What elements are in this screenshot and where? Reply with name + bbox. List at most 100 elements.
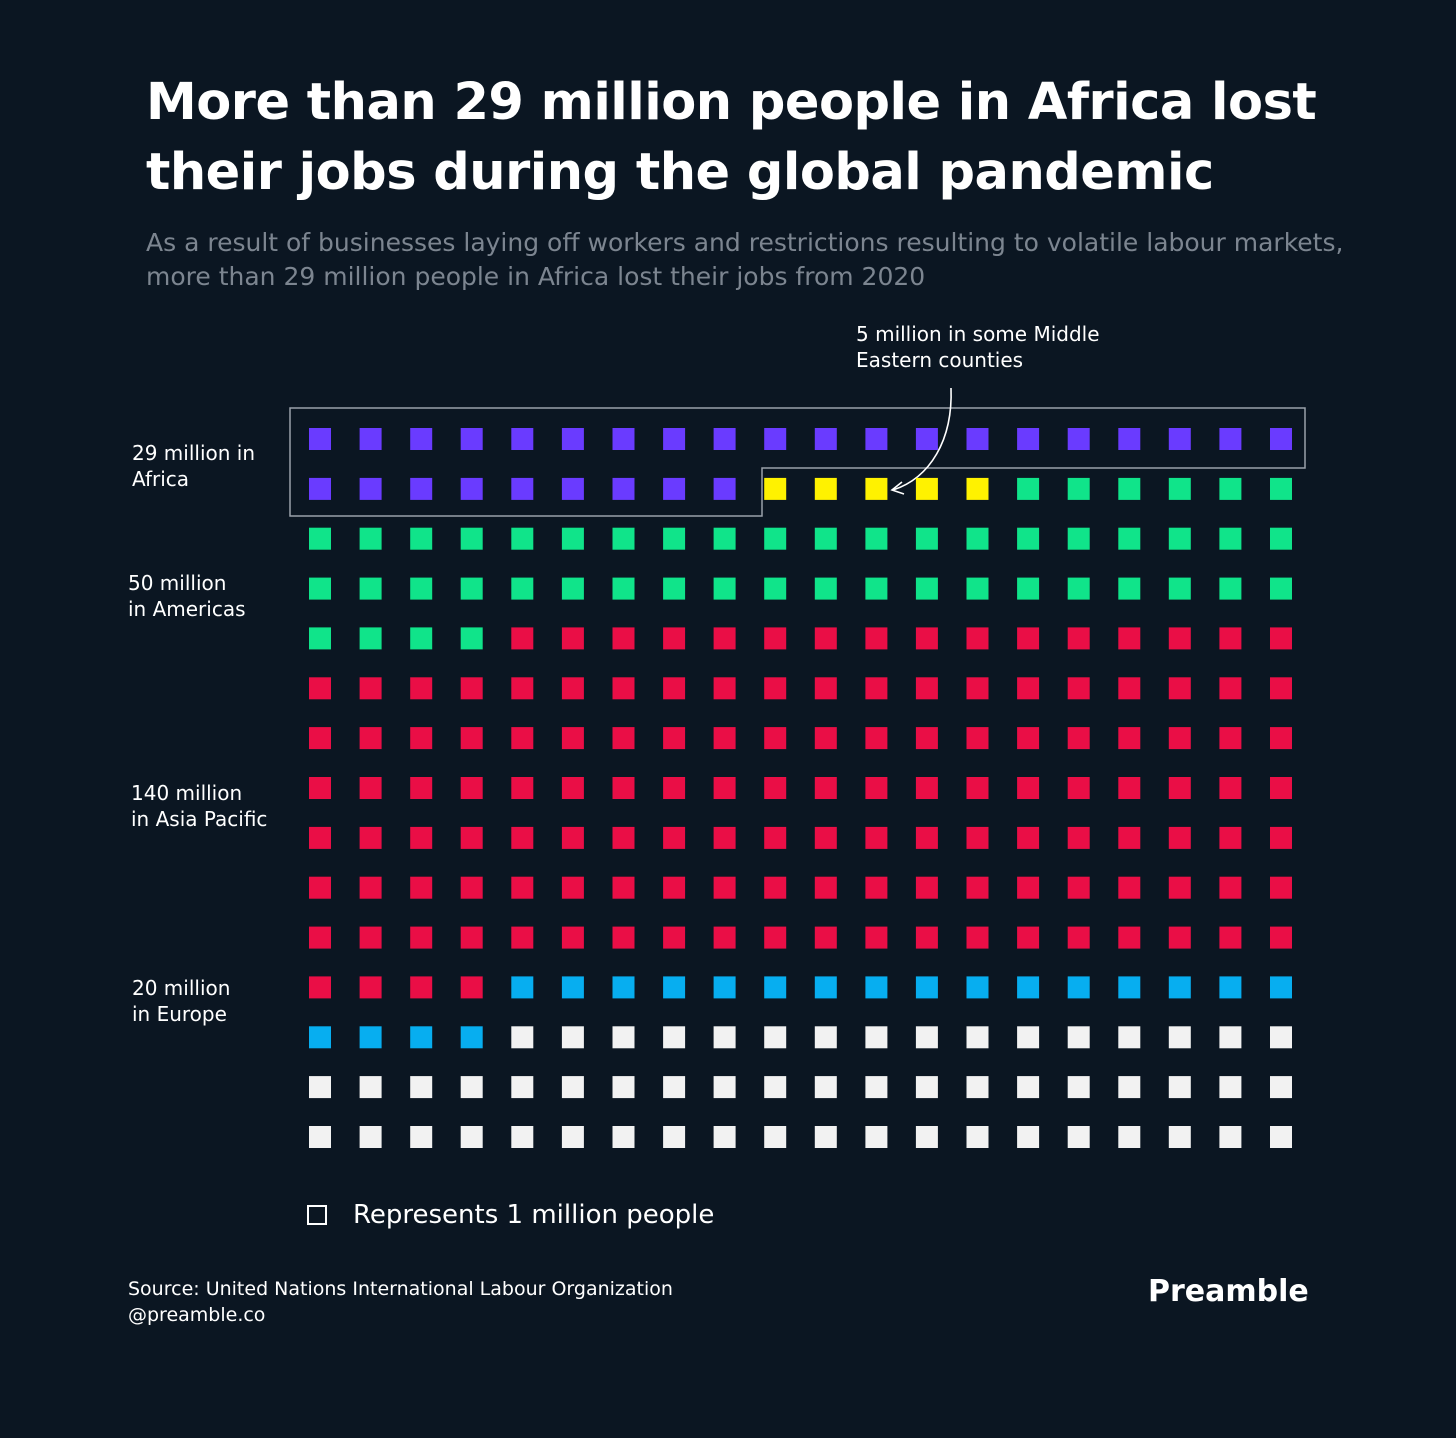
waffle-cell-asia-pacific	[1067, 876, 1090, 899]
waffle-cell-remainder	[612, 1076, 635, 1099]
waffle-cell-asia-pacific	[663, 677, 686, 700]
label-americas: 50 million in Americas	[128, 571, 246, 621]
waffle-cell-asia-pacific	[561, 627, 584, 650]
waffle-cell-asia-pacific	[1017, 926, 1040, 949]
waffle-cell-remainder	[1219, 1126, 1242, 1148]
waffle-cell-europe	[1219, 976, 1242, 999]
waffle-cell-africa	[511, 428, 534, 450]
waffle-cell-remainder	[1219, 1076, 1242, 1099]
waffle-cell-remainder	[511, 1126, 534, 1148]
waffle-cell-asia-pacific	[309, 826, 331, 849]
chart-subtitle: As a result of businesses laying off wor…	[146, 228, 1344, 291]
waffle-cell-asia-pacific	[511, 677, 534, 700]
source-text: Source: United Nations International Lab…	[128, 1278, 673, 1300]
waffle-cell-middle-east	[915, 477, 938, 500]
waffle-cell-asia-pacific	[1067, 677, 1090, 700]
waffle-cell-americas	[865, 577, 888, 600]
waffle-cell-asia-pacific	[1017, 826, 1040, 849]
waffle-cell-asia-pacific	[410, 826, 433, 849]
waffle-cell-asia-pacific	[1270, 677, 1292, 700]
waffle-cell-asia-pacific	[410, 976, 433, 999]
waffle-cell-asia-pacific	[814, 727, 837, 750]
waffle-cell-asia-pacific	[764, 926, 787, 949]
waffle-cell-asia-pacific	[359, 677, 382, 700]
waffle-cell-asia-pacific	[410, 727, 433, 750]
waffle-cell-africa	[309, 477, 331, 500]
waffle-cell-americas	[410, 627, 433, 650]
waffle-cell-remainder	[663, 1026, 686, 1049]
waffle-cell-americas	[1017, 577, 1040, 600]
waffle-cell-europe	[359, 1026, 382, 1049]
waffle-cell-remainder	[1017, 1026, 1040, 1049]
waffle-cell-remainder	[713, 1076, 736, 1099]
waffle-cell-asia-pacific	[713, 677, 736, 700]
waffle-cell-europe	[1067, 976, 1090, 999]
waffle-cell-asia-pacific	[460, 976, 483, 999]
waffle-cell-asia-pacific	[561, 926, 584, 949]
waffle-cell-remainder	[663, 1076, 686, 1099]
waffle-cell-remainder	[764, 1026, 787, 1049]
waffle-cell-asia-pacific	[612, 677, 635, 700]
waffle-cell-asia-pacific	[1118, 826, 1141, 849]
waffle-cell-asia-pacific	[1067, 777, 1090, 799]
waffle-cell-asia-pacific	[713, 926, 736, 949]
waffle-cell-remainder	[1118, 1076, 1141, 1099]
waffle-cell-asia-pacific	[814, 826, 837, 849]
waffle-cell-remainder	[460, 1076, 483, 1099]
waffle-cell-asia-pacific	[309, 926, 331, 949]
waffle-cell-asia-pacific	[1017, 627, 1040, 650]
waffle-cell-americas	[612, 577, 635, 600]
waffle-cell-asia-pacific	[1168, 777, 1191, 799]
waffle-cell-americas	[511, 577, 534, 600]
waffle-cell-europe	[410, 1026, 433, 1049]
waffle-cell-asia-pacific	[1219, 627, 1242, 650]
waffle-cell-asia-pacific	[359, 777, 382, 799]
waffle-cell-asia-pacific	[764, 876, 787, 899]
waffle-cell-remainder	[1017, 1126, 1040, 1148]
waffle-cell-asia-pacific	[511, 826, 534, 849]
waffle-cell-remainder	[511, 1076, 534, 1099]
waffle-cell-asia-pacific	[1017, 777, 1040, 799]
waffle-cell-americas	[663, 577, 686, 600]
waffle-cell-asia-pacific	[561, 777, 584, 799]
waffle-cell-asia-pacific	[1118, 777, 1141, 799]
waffle-cell-remainder	[1017, 1076, 1040, 1099]
waffle-cell-asia-pacific	[915, 876, 938, 899]
waffle-cell-asia-pacific	[713, 727, 736, 750]
waffle-cell-asia-pacific	[764, 727, 787, 750]
waffle-cell-americas	[764, 527, 787, 550]
waffle-cell-asia-pacific	[865, 677, 888, 700]
waffle-cell-asia-pacific	[410, 677, 433, 700]
waffle-cell-europe	[309, 1026, 331, 1049]
waffle-cell-americas	[713, 577, 736, 600]
waffle-cell-asia-pacific	[1017, 677, 1040, 700]
waffle-cell-remainder	[410, 1076, 433, 1099]
legend-text: Represents 1 million people	[353, 1200, 715, 1230]
waffle-cell-americas	[814, 577, 837, 600]
waffle-cell-remainder	[1168, 1126, 1191, 1148]
waffle-cell-americas	[1270, 477, 1292, 500]
waffle-cell-middle-east	[814, 477, 837, 500]
waffle-cell-americas	[561, 527, 584, 550]
waffle-cell-asia-pacific	[309, 727, 331, 750]
waffle-cell-asia-pacific	[612, 876, 635, 899]
waffle-cell-africa	[1067, 428, 1090, 450]
label-asia-pacific: 140 million in Asia Pacific	[131, 781, 268, 831]
waffle-cell-asia-pacific	[865, 727, 888, 750]
waffle-cell-africa	[359, 477, 382, 500]
waffle-cell-remainder	[511, 1026, 534, 1049]
waffle-cell-asia-pacific	[865, 777, 888, 799]
waffle-cell-asia-pacific	[663, 777, 686, 799]
waffle-cell-asia-pacific	[359, 876, 382, 899]
waffle-cell-asia-pacific	[309, 876, 331, 899]
waffle-cell-americas	[663, 527, 686, 550]
waffle-cell-remainder	[865, 1126, 888, 1148]
waffle-cell-asia-pacific	[1118, 926, 1141, 949]
waffle-cell-asia-pacific	[915, 926, 938, 949]
waffle-cell-europe	[865, 976, 888, 999]
waffle-cell-asia-pacific	[663, 876, 686, 899]
waffle-cell-americas	[460, 627, 483, 650]
waffle-cell-africa	[410, 477, 433, 500]
waffle-cell-americas	[359, 627, 382, 650]
waffle-cell-remainder	[561, 1076, 584, 1099]
